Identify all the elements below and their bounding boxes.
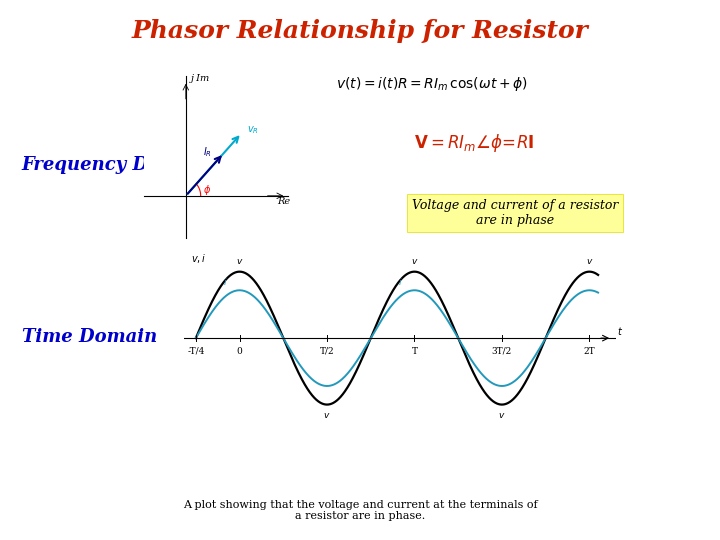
Text: j Im: j Im bbox=[191, 74, 210, 83]
Text: $v$: $v$ bbox=[236, 258, 243, 266]
Text: $v,i$: $v,i$ bbox=[191, 252, 206, 265]
Text: $i$: $i$ bbox=[223, 276, 228, 287]
Text: $v$: $v$ bbox=[410, 258, 418, 266]
Text: Phasor Relationship for Resistor: Phasor Relationship for Resistor bbox=[132, 19, 588, 43]
Text: $I_R$: $I_R$ bbox=[204, 145, 212, 159]
Text: $v_R$: $v_R$ bbox=[247, 124, 259, 136]
Text: 3T/2: 3T/2 bbox=[492, 347, 512, 356]
Text: $\mathbf{V} = RI_m\angle\phi\!=\!R\mathbf{I}$: $\mathbf{V} = RI_m\angle\phi\!=\!R\mathb… bbox=[414, 132, 535, 154]
Text: $v$: $v$ bbox=[323, 411, 330, 420]
Text: Frequency Domain: Frequency Domain bbox=[22, 156, 212, 174]
Text: $\phi$: $\phi$ bbox=[202, 183, 211, 197]
Text: T/2: T/2 bbox=[320, 347, 334, 356]
Text: -T/4: -T/4 bbox=[187, 347, 204, 356]
Text: 2T: 2T bbox=[583, 347, 595, 356]
Text: Voltage and current of a resistor
are in phase: Voltage and current of a resistor are in… bbox=[412, 199, 618, 227]
Text: $t$: $t$ bbox=[617, 325, 624, 337]
Text: Time Domain: Time Domain bbox=[22, 328, 157, 347]
Text: Re: Re bbox=[276, 197, 290, 206]
Text: $i$: $i$ bbox=[398, 276, 402, 287]
Text: 0: 0 bbox=[237, 347, 243, 356]
Text: $v$: $v$ bbox=[585, 258, 593, 266]
Text: $v(t) = i(t)R = RI_m\,\cos(\omega t + \phi)$: $v(t) = i(t)R = RI_m\,\cos(\omega t + \p… bbox=[336, 75, 528, 93]
Text: $v$: $v$ bbox=[498, 411, 505, 420]
Text: T: T bbox=[411, 347, 418, 356]
Text: A plot showing that the voltage and current at the terminals of
a resistor are i: A plot showing that the voltage and curr… bbox=[183, 500, 537, 521]
